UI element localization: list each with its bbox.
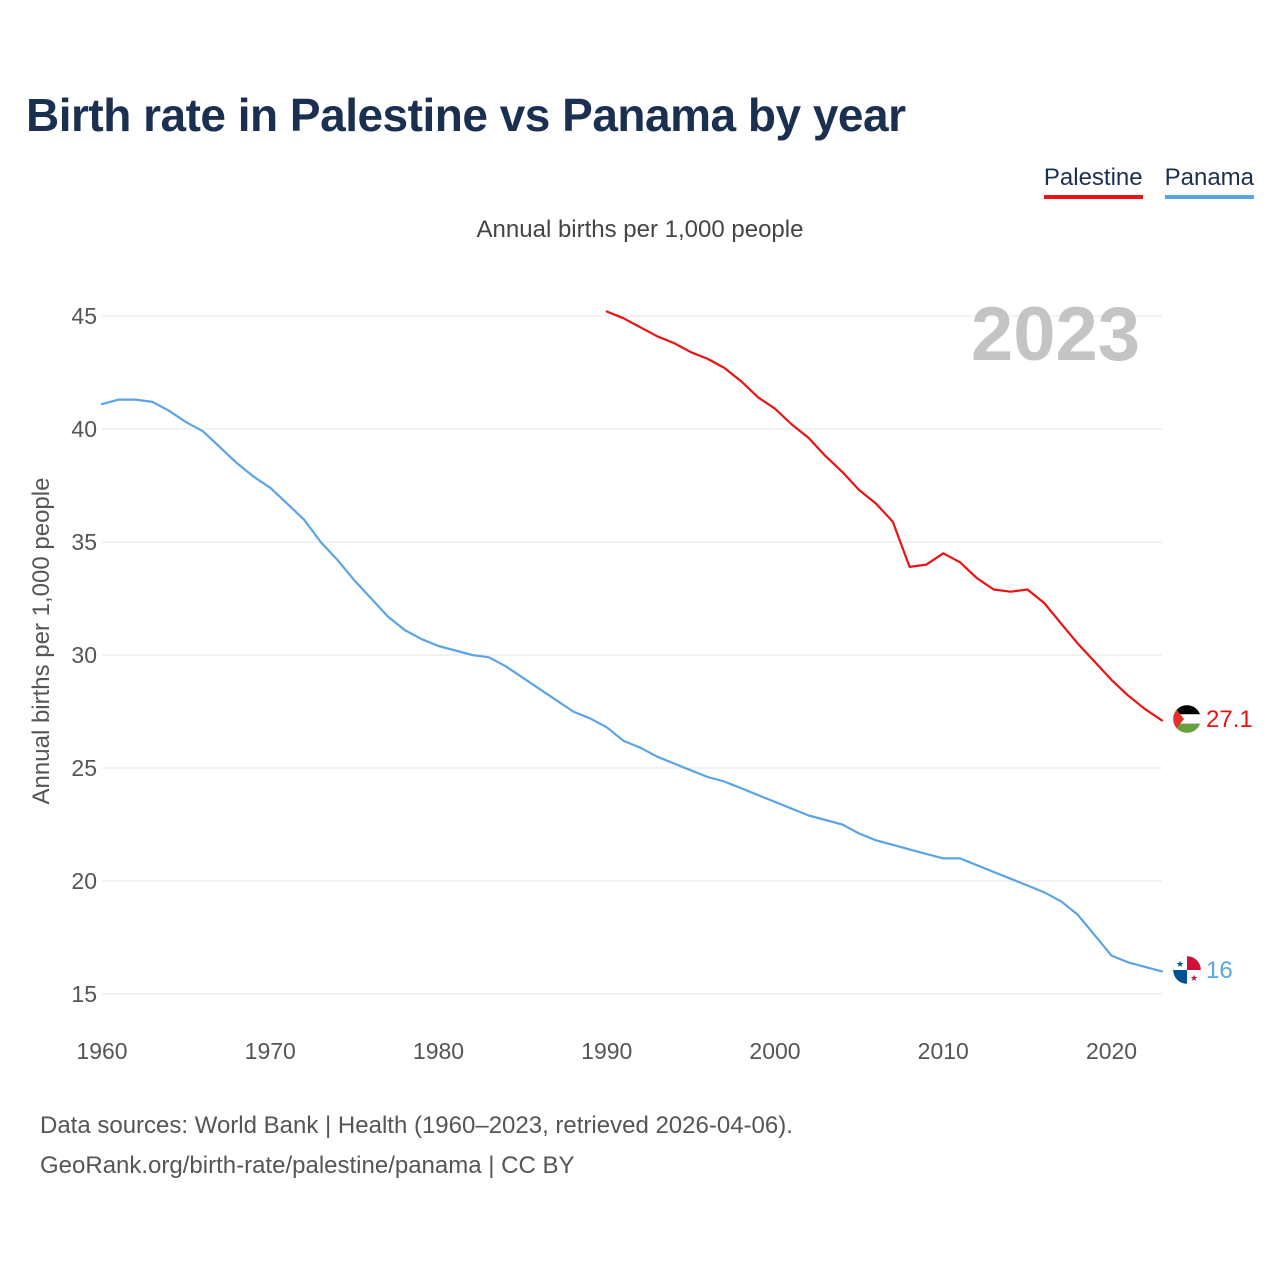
x-tick-2020: 2020	[1086, 1038, 1137, 1064]
chart-subtitle: Annual births per 1,000 people	[476, 216, 804, 243]
source-url-text: GeoRank.org/birth-rate/palestine/panama …	[40, 1152, 575, 1179]
data-source-text: Data sources: World Bank | Health (1960–…	[40, 1112, 793, 1139]
chart-title: Birth rate in Palestine vs Panama by yea…	[26, 89, 906, 141]
x-tick-1990: 1990	[581, 1038, 632, 1064]
legend-item-palestine[interactable]: Palestine	[1043, 164, 1143, 199]
series-line-panama[interactable]	[100, 398, 1164, 973]
x-tick-1970: 1970	[245, 1038, 296, 1064]
x-tick-2010: 2010	[918, 1038, 969, 1064]
x-tick-1980: 1980	[413, 1038, 464, 1064]
footer: Data sources: World Bank | Health (1960–…	[40, 1106, 793, 1186]
y-tick-15: 15	[71, 981, 97, 1007]
x-tick-1960: 1960	[76, 1038, 127, 1064]
y-tick-30: 30	[71, 642, 97, 668]
series-lines	[100, 310, 1164, 973]
legend-item-panama[interactable]: Panama	[1164, 164, 1254, 199]
end-label-palestine: 27.1	[1206, 706, 1253, 733]
y-tick-45: 45	[71, 303, 97, 329]
x-tick-2000: 2000	[749, 1038, 800, 1064]
end-label-panama: 16	[1206, 957, 1233, 984]
y-tick-25: 25	[71, 755, 97, 781]
svg-text:★: ★	[1176, 960, 1184, 970]
panama-flag-icon: ★ ★	[1173, 956, 1201, 984]
y-tick-labels: 15 20 25 30 35 40 45	[71, 303, 97, 1007]
y-tick-20: 20	[71, 868, 97, 894]
svg-text:★: ★	[1190, 974, 1198, 984]
palestine-flag-icon	[1173, 705, 1201, 733]
y-tick-35: 35	[71, 529, 97, 555]
series-line-palestine[interactable]	[605, 310, 1164, 722]
legend: Palestine Panama	[1043, 164, 1254, 199]
x-tick-labels: 1960 1970 1980 1990 2000 2010 2020	[76, 1038, 1137, 1064]
gridlines	[102, 315, 1162, 995]
y-tick-40: 40	[71, 416, 97, 442]
year-watermark: 2023	[971, 292, 1140, 377]
